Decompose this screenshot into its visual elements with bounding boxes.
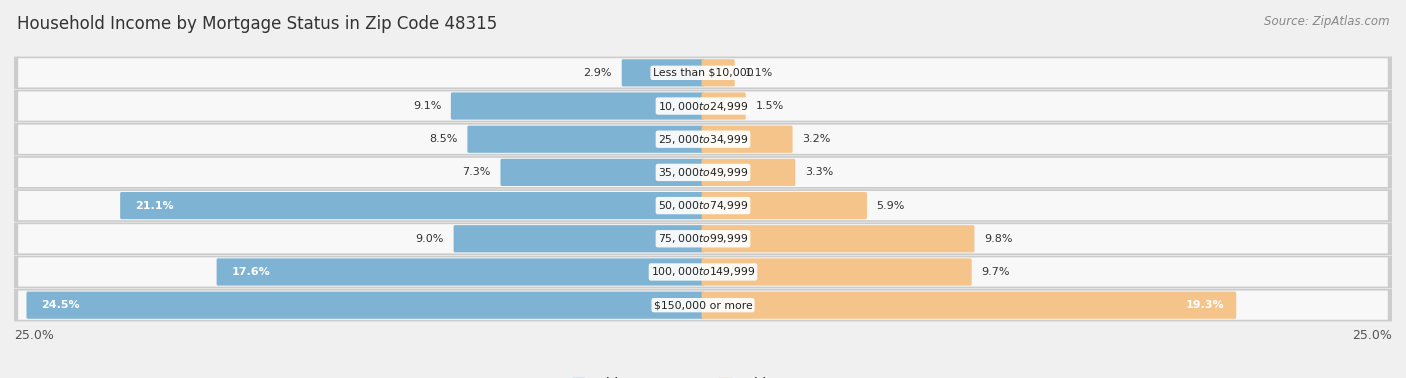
FancyBboxPatch shape [702,92,745,119]
Text: 5.9%: 5.9% [876,201,905,211]
Text: 21.1%: 21.1% [135,201,174,211]
FancyBboxPatch shape [18,58,1388,87]
FancyBboxPatch shape [120,192,704,219]
FancyBboxPatch shape [702,291,1236,319]
FancyBboxPatch shape [702,225,974,253]
FancyBboxPatch shape [18,291,1388,320]
Text: $35,000 to $49,999: $35,000 to $49,999 [658,166,748,179]
Text: $50,000 to $74,999: $50,000 to $74,999 [658,199,748,212]
Text: 7.3%: 7.3% [463,167,491,177]
Text: Source: ZipAtlas.com: Source: ZipAtlas.com [1264,15,1389,28]
FancyBboxPatch shape [18,191,1388,220]
FancyBboxPatch shape [501,159,704,186]
Text: 9.8%: 9.8% [984,234,1012,244]
Text: 9.0%: 9.0% [416,234,444,244]
FancyBboxPatch shape [702,192,868,219]
Text: 25.0%: 25.0% [14,329,53,342]
FancyBboxPatch shape [14,90,1392,122]
Text: 9.1%: 9.1% [413,101,441,111]
FancyBboxPatch shape [702,259,972,286]
Text: 17.6%: 17.6% [232,267,270,277]
FancyBboxPatch shape [621,59,704,87]
Text: 9.7%: 9.7% [981,267,1010,277]
FancyBboxPatch shape [14,156,1392,189]
Legend: Without Mortgage, With Mortgage: Without Mortgage, With Mortgage [567,372,839,378]
Text: Household Income by Mortgage Status in Zip Code 48315: Household Income by Mortgage Status in Z… [17,15,498,33]
Text: 3.3%: 3.3% [806,167,834,177]
Text: $150,000 or more: $150,000 or more [654,300,752,310]
Text: $100,000 to $149,999: $100,000 to $149,999 [651,265,755,279]
FancyBboxPatch shape [702,159,796,186]
Text: 3.2%: 3.2% [803,134,831,144]
FancyBboxPatch shape [467,125,704,153]
FancyBboxPatch shape [18,257,1388,287]
FancyBboxPatch shape [702,59,735,87]
FancyBboxPatch shape [18,158,1388,187]
Text: 19.3%: 19.3% [1185,300,1223,310]
FancyBboxPatch shape [451,92,704,119]
FancyBboxPatch shape [702,125,793,153]
Text: 25.0%: 25.0% [1353,329,1392,342]
Text: 1.5%: 1.5% [755,101,783,111]
FancyBboxPatch shape [14,57,1392,89]
FancyBboxPatch shape [454,225,704,253]
Text: 8.5%: 8.5% [429,134,458,144]
FancyBboxPatch shape [14,256,1392,288]
FancyBboxPatch shape [14,123,1392,155]
Text: $75,000 to $99,999: $75,000 to $99,999 [658,232,748,245]
FancyBboxPatch shape [14,289,1392,321]
FancyBboxPatch shape [14,223,1392,255]
Text: 24.5%: 24.5% [42,300,80,310]
FancyBboxPatch shape [27,291,704,319]
Text: 2.9%: 2.9% [583,68,612,78]
Text: 1.1%: 1.1% [744,68,772,78]
Text: $10,000 to $24,999: $10,000 to $24,999 [658,99,748,113]
FancyBboxPatch shape [18,125,1388,154]
Text: $25,000 to $34,999: $25,000 to $34,999 [658,133,748,146]
FancyBboxPatch shape [217,259,704,286]
FancyBboxPatch shape [18,224,1388,253]
FancyBboxPatch shape [18,91,1388,121]
FancyBboxPatch shape [14,189,1392,222]
Text: Less than $10,000: Less than $10,000 [652,68,754,78]
